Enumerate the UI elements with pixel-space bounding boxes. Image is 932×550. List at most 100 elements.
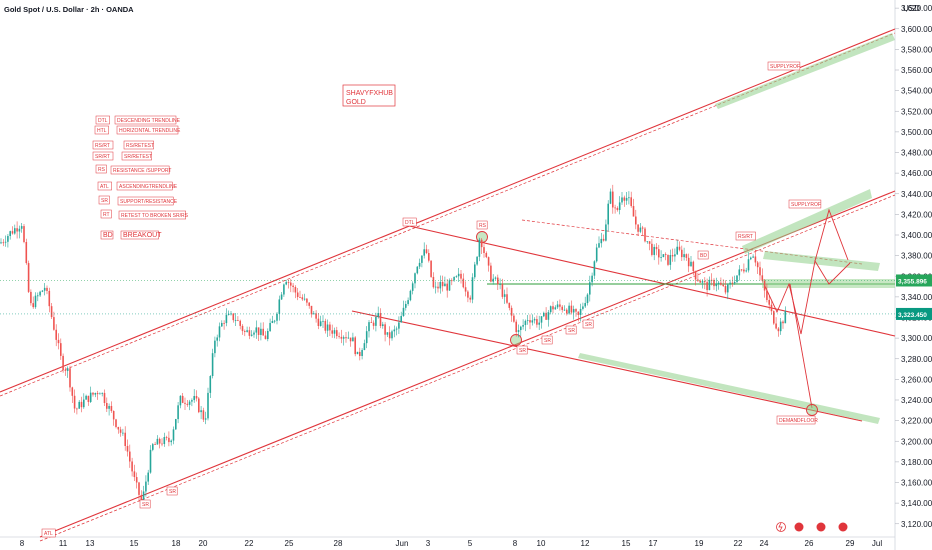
x-tick-label: 11 [59, 539, 68, 548]
y-tick-label: 3,380.000 [901, 252, 932, 261]
candle-body [158, 438, 161, 444]
candle-body [441, 281, 444, 287]
candle-body [382, 324, 384, 327]
y-tick-label: 3,260.000 [901, 375, 932, 384]
chart-label-box [516, 345, 528, 355]
candle-body [648, 241, 651, 244]
y-tick-label: 3,140.000 [901, 499, 932, 508]
chart-title: Gold Spot / U.S. Dollar · 2h · OANDA [4, 5, 134, 14]
candle-body [299, 297, 301, 298]
candle-body [227, 313, 230, 315]
candle-body [766, 290, 768, 300]
candle-body [658, 249, 660, 258]
candle-body [64, 370, 67, 371]
candle-body [692, 261, 695, 272]
y-tick-label: 3,560.000 [901, 66, 932, 75]
candle-body [184, 402, 186, 404]
candle-body [595, 247, 598, 262]
candle-body [43, 287, 46, 291]
us-flag-icon-3[interactable] [838, 522, 848, 532]
chart-label: SR [142, 502, 149, 508]
candle-body [402, 307, 405, 316]
candle-body [547, 312, 550, 320]
legend-notes: DTL DESCENDING TRENDLINE HTL HORIZONTAL TRE… [92, 115, 189, 240]
candle-body [478, 239, 481, 257]
candle-body [200, 410, 202, 413]
candle-body [531, 320, 534, 323]
legend-code: RS [98, 167, 106, 173]
y-tick-label: 3,340.000 [901, 293, 932, 302]
candle-body [112, 410, 115, 420]
chart-label-box [402, 217, 417, 227]
us-flag-icon-2[interactable] [816, 522, 826, 532]
candle-body [577, 311, 580, 315]
candle-body [750, 257, 752, 260]
demand-zone [578, 353, 880, 424]
candle-body [418, 262, 421, 267]
candle-body [602, 238, 605, 241]
candle-body [163, 437, 166, 445]
candle-body [326, 324, 329, 331]
candle-body [395, 328, 398, 330]
chart-label: SR [568, 328, 575, 334]
candle-body [23, 226, 25, 242]
candle-body [522, 325, 524, 327]
price-tag-label: 3,355.896 [898, 278, 927, 285]
candle-body [202, 410, 205, 420]
legend-code: RS/RT [95, 143, 110, 149]
brand-border [342, 84, 396, 107]
candle-body [779, 321, 782, 332]
y-tick-label: 3,620.000 [901, 4, 932, 13]
us-flag-icon[interactable] [794, 522, 804, 532]
candle-body [414, 273, 416, 284]
legend-desc: RESISTANCE /SUPPORT [113, 168, 171, 174]
candle-body [756, 262, 759, 268]
candle-body [628, 197, 630, 199]
candle-body [476, 256, 478, 265]
candle-body [331, 330, 333, 334]
chart-label: DEMANDFLOOR [779, 418, 818, 424]
legend-code: HTL [97, 128, 107, 134]
candle-body [727, 284, 729, 293]
candle-body [27, 263, 30, 292]
candle-body [188, 401, 191, 405]
candle-body [126, 445, 129, 452]
event-icons[interactable] [776, 522, 848, 532]
candle-body [729, 282, 731, 285]
legend-desc-box [118, 210, 186, 220]
candle-body [78, 401, 80, 409]
candle-body [87, 395, 90, 402]
candle-body [207, 392, 209, 419]
candle-body [428, 253, 430, 261]
candle-body [285, 282, 287, 285]
candle-body [336, 330, 338, 337]
candle-body [349, 337, 352, 342]
chart-label-box [776, 415, 816, 425]
candle-body [108, 405, 110, 409]
candle-body [140, 494, 143, 501]
chart-labels: SUPPLYROF SUPPLYROF DEMANDFLOOR RS/RT RS BD SR… [41, 61, 822, 538]
candle-body [244, 331, 246, 332]
candle-body [453, 276, 455, 281]
candle-body [161, 443, 163, 445]
candle-body [439, 281, 442, 289]
candle-body [586, 294, 589, 304]
chart-label-box [582, 319, 594, 329]
candle-body [398, 322, 400, 329]
candle-body [257, 327, 260, 335]
candle-body [303, 298, 306, 300]
candle-body [338, 336, 340, 337]
candle-body [273, 320, 276, 322]
lower-channel-dash [39, 194, 896, 542]
legend-code: BD [103, 232, 113, 239]
candle-body [129, 451, 131, 462]
candle-body [508, 302, 511, 308]
x-tick-label: 5 [468, 539, 473, 548]
candle-body [361, 349, 363, 356]
candle-body [198, 398, 200, 413]
candle-body [239, 320, 241, 326]
x-tick-label: 8 [513, 539, 518, 548]
candle-body [264, 335, 267, 340]
